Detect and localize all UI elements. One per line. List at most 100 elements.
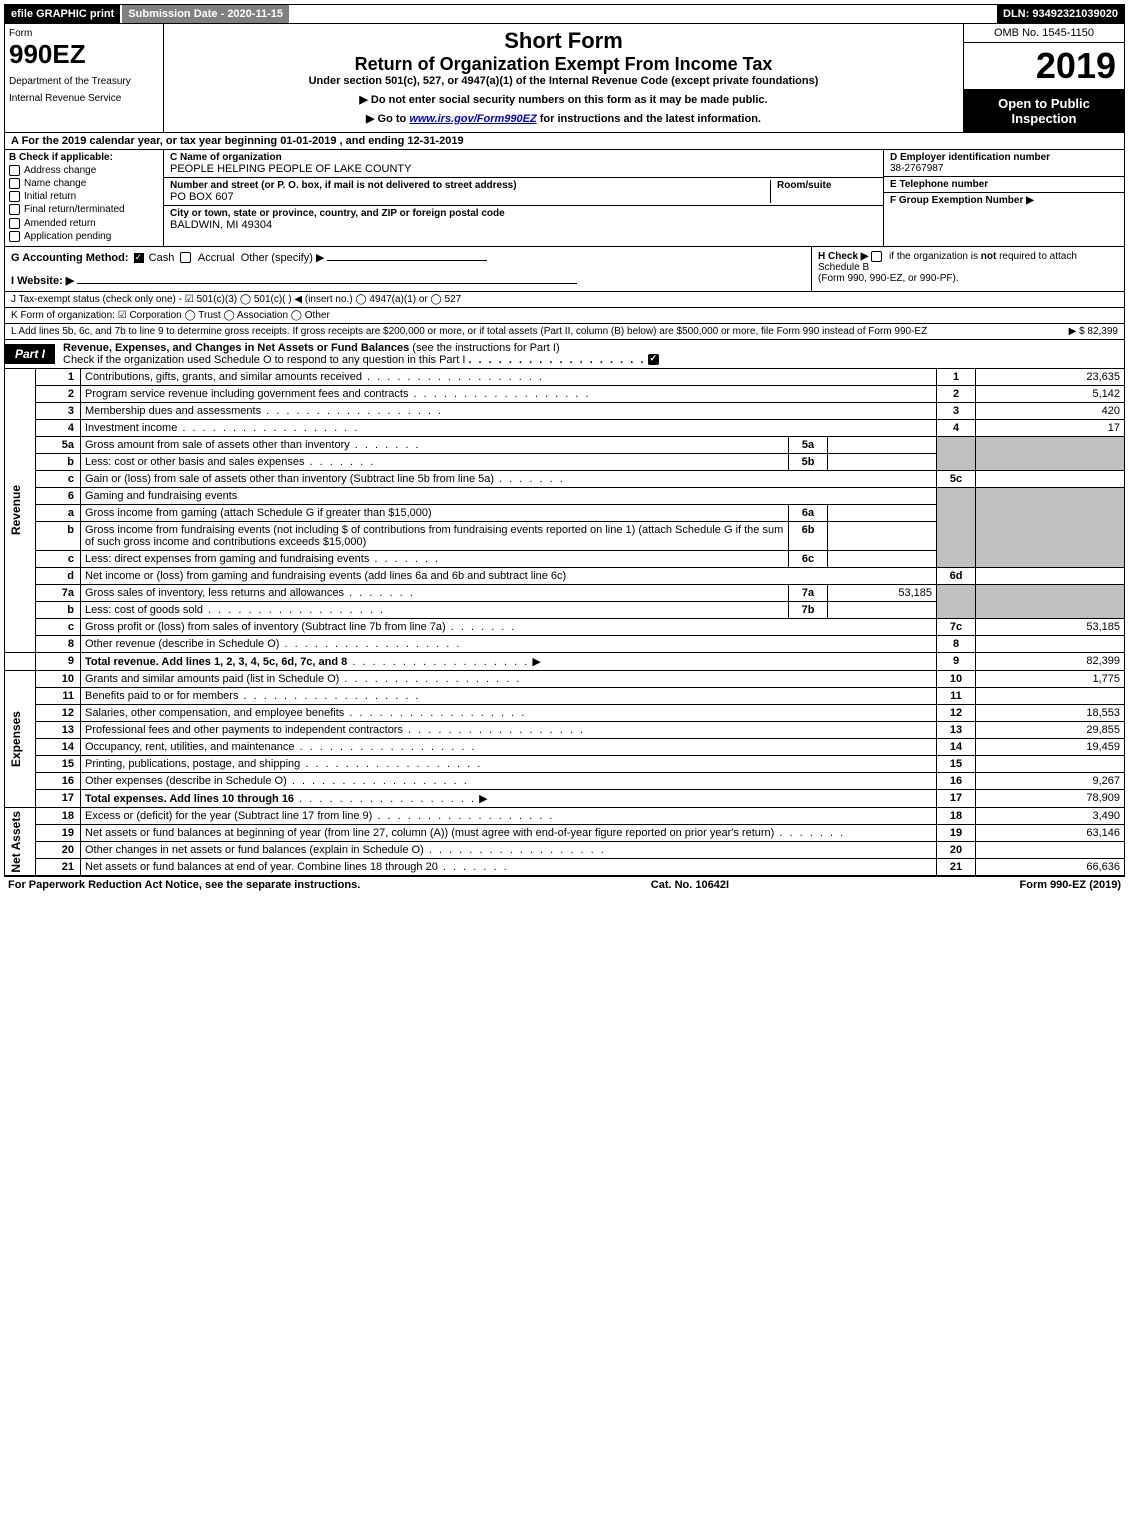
row-6d-ln: 6d xyxy=(937,567,976,584)
row-6a-sn: 6a xyxy=(789,504,828,521)
row-3-amount: 420 xyxy=(976,402,1125,419)
row-19-ln: 19 xyxy=(937,824,976,841)
row-8-ln: 8 xyxy=(937,635,976,652)
section-l: L Add lines 5b, 6c, and 7b to line 9 to … xyxy=(4,324,1125,340)
row-bcdef: B Check if applicable: Address change Na… xyxy=(4,150,1125,247)
row-3-num: 3 xyxy=(36,402,81,419)
phone-label: E Telephone number xyxy=(890,179,988,190)
row-10-desc: Grants and similar amounts paid (list in… xyxy=(81,670,937,687)
row-1-amount: 23,635 xyxy=(976,369,1125,386)
row-7b-desc: Less: cost of goods sold xyxy=(81,601,789,618)
efile-button[interactable]: efile GRAPHIC print xyxy=(5,5,122,23)
row-6b-desc: Gross income from fundraising events (no… xyxy=(81,521,789,550)
row-7b-sn: 7b xyxy=(789,601,828,618)
row-14-ln: 14 xyxy=(937,738,976,755)
omb-number: OMB No. 1545-1150 xyxy=(964,24,1124,43)
row-15-ln: 15 xyxy=(937,755,976,772)
chk-application-pending[interactable]: Application pending xyxy=(9,231,159,242)
under-section: Under section 501(c), 527, or 4947(a)(1)… xyxy=(168,75,959,87)
section-def: D Employer identification number 38-2767… xyxy=(883,150,1124,246)
row-7a-desc: Gross sales of inventory, less returns a… xyxy=(81,584,789,601)
row-6-desc: Gaming and fundraising events xyxy=(81,487,937,504)
submission-date: Submission Date - 2020-11-15 xyxy=(122,5,291,23)
row-7a-sn: 7a xyxy=(789,584,828,601)
line-a-period: A For the 2019 calendar year, or tax yea… xyxy=(4,133,1125,150)
row-21-num: 21 xyxy=(36,858,81,875)
row-19-desc: Net assets or fund balances at beginning… xyxy=(81,824,937,841)
row-6a-desc: Gross income from gaming (attach Schedul… xyxy=(81,504,789,521)
row-20-desc: Other changes in net assets or fund bala… xyxy=(81,841,937,858)
row-gh: G Accounting Method: Cash Accrual Other … xyxy=(4,247,1125,292)
chk-cash[interactable] xyxy=(134,253,144,263)
street-label: Number and street (or P. O. box, if mail… xyxy=(170,180,760,191)
footer-cat: Cat. No. 10642I xyxy=(651,879,729,891)
section-b: B Check if applicable: Address change Na… xyxy=(5,150,164,246)
row-11-desc: Benefits paid to or for members xyxy=(81,687,937,704)
row-21-amount: 66,636 xyxy=(976,858,1125,875)
row-6d-amount xyxy=(976,567,1125,584)
section-k: K Form of organization: ☑ Corporation ◯ … xyxy=(4,308,1125,324)
row-1-ln: 1 xyxy=(937,369,976,386)
row-5c-amount xyxy=(976,470,1125,487)
chk-final-return[interactable]: Final return/terminated xyxy=(9,204,159,215)
row-18-desc: Excess or (deficit) for the year (Subtra… xyxy=(81,807,937,824)
row-6c-sv xyxy=(828,550,937,567)
row-12-desc: Salaries, other compensation, and employ… xyxy=(81,704,937,721)
row-6d-num: d xyxy=(36,567,81,584)
chk-schedule-o[interactable] xyxy=(648,354,659,365)
row-5a-num: 5a xyxy=(36,436,81,453)
form-header: Form 990EZ Department of the Treasury In… xyxy=(4,24,1125,133)
row-14-num: 14 xyxy=(36,738,81,755)
chk-initial-return[interactable]: Initial return xyxy=(9,191,159,202)
section-l-amount: ▶ $ 82,399 xyxy=(1069,326,1118,337)
chk-name-change[interactable]: Name change xyxy=(9,178,159,189)
row-1-num: 1 xyxy=(36,369,81,386)
row-6a-sv xyxy=(828,504,937,521)
section-c: C Name of organization PEOPLE HELPING PE… xyxy=(164,150,883,246)
row-5c-desc: Gain or (loss) from sale of assets other… xyxy=(81,470,937,487)
row-6c-sn: 6c xyxy=(789,550,828,567)
gray-6 xyxy=(937,487,976,567)
row-5b-desc: Less: cost or other basis and sales expe… xyxy=(81,453,789,470)
row-9-num: 9 xyxy=(36,652,81,670)
goto-pre: ▶ Go to xyxy=(366,113,409,125)
row-18-amount: 3,490 xyxy=(976,807,1125,824)
irs-label: Internal Revenue Service xyxy=(9,87,159,104)
row-17-num: 17 xyxy=(36,789,81,807)
row-16-ln: 16 xyxy=(937,772,976,789)
group-exemption-label: F Group Exemption Number ▶ xyxy=(890,195,1034,206)
row-1-desc: Contributions, gifts, grants, and simila… xyxy=(81,369,937,386)
row-21-ln: 21 xyxy=(937,858,976,875)
section-l-text: L Add lines 5b, 6c, and 7b to line 9 to … xyxy=(11,326,927,337)
row-16-num: 16 xyxy=(36,772,81,789)
row-7c-ln: 7c xyxy=(937,618,976,635)
row-19-amount: 63,146 xyxy=(976,824,1125,841)
header-center: Short Form Return of Organization Exempt… xyxy=(164,24,963,132)
row-5a-desc: Gross amount from sale of assets other t… xyxy=(81,436,789,453)
chk-address-change[interactable]: Address change xyxy=(9,165,159,176)
part1-label: Part I xyxy=(5,344,55,364)
irs-link[interactable]: www.irs.gov/Form990EZ xyxy=(409,113,536,125)
chk-schedule-b[interactable] xyxy=(871,251,882,262)
row-7c-desc: Gross profit or (loss) from sales of inv… xyxy=(81,618,937,635)
row-6b-num: b xyxy=(36,521,81,550)
row-11-ln: 11 xyxy=(937,687,976,704)
gray-5-amt xyxy=(976,436,1125,470)
side-revenue: Revenue xyxy=(5,369,36,653)
row-5a-sn: 5a xyxy=(789,436,828,453)
section-h: H Check ▶ if the organization is not req… xyxy=(811,247,1124,291)
row-3-desc: Membership dues and assessments xyxy=(81,402,937,419)
row-20-ln: 20 xyxy=(937,841,976,858)
row-8-num: 8 xyxy=(36,635,81,652)
row-10-num: 10 xyxy=(36,670,81,687)
chk-accrual[interactable] xyxy=(180,252,191,263)
row-11-amount xyxy=(976,687,1125,704)
row-6c-num: c xyxy=(36,550,81,567)
org-name-value: PEOPLE HELPING PEOPLE OF LAKE COUNTY xyxy=(170,163,411,175)
chk-amended-return[interactable]: Amended return xyxy=(9,218,159,229)
org-name-label: C Name of organization xyxy=(170,152,411,163)
row-5b-sv xyxy=(828,453,937,470)
tax-year: 2019 xyxy=(964,43,1124,90)
gray-7 xyxy=(937,584,976,618)
ein-value: 38-2767987 xyxy=(890,163,943,174)
